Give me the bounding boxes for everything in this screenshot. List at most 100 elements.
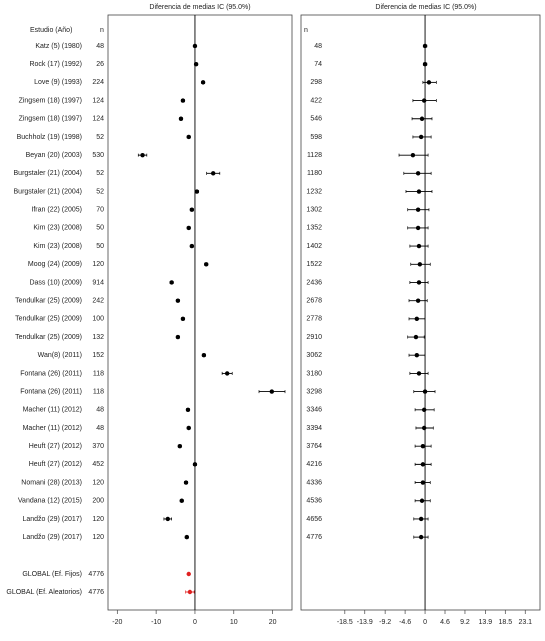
n-label: 1302 xyxy=(306,207,322,214)
x-tick-label: -18.5 xyxy=(337,619,353,626)
n-label: 200 xyxy=(92,498,104,505)
point-estimate xyxy=(418,534,424,540)
x-tick-label: 13.9 xyxy=(479,619,493,626)
n-label: 48 xyxy=(314,43,322,50)
point-estimate xyxy=(416,280,422,285)
study-label: Tendulkar (25) (2009) xyxy=(15,298,82,305)
n-label: 452 xyxy=(92,461,104,468)
point-estimate xyxy=(194,189,200,194)
point-estimate xyxy=(185,407,191,412)
point-estimate xyxy=(415,171,421,176)
point-estimate xyxy=(186,134,191,140)
n-label: 422 xyxy=(310,97,322,104)
study-label: Fontana (26) (2011) xyxy=(20,388,82,395)
point-estimate xyxy=(413,334,419,340)
n-label: 298 xyxy=(310,79,322,86)
study-label: Kim (23) (2008) xyxy=(33,225,82,232)
n-label: 118 xyxy=(93,388,104,395)
panel-frame xyxy=(300,14,541,611)
study-label: GLOBAL (Ef. Aleatorios) xyxy=(6,589,82,596)
x-tick-label: -4.6 xyxy=(399,619,411,626)
n-label: 1402 xyxy=(306,243,322,250)
point-estimate xyxy=(415,298,421,303)
n-label: 2910 xyxy=(306,334,322,341)
point-estimate xyxy=(180,98,186,103)
n-label: 4776 xyxy=(88,589,104,596)
point-estimate xyxy=(416,189,422,194)
point-estimate xyxy=(186,571,191,577)
n-label: 3298 xyxy=(306,388,322,395)
n-label: 1522 xyxy=(306,261,322,268)
n-label: 3180 xyxy=(306,370,322,377)
n-label: 74 xyxy=(314,61,322,68)
study-label: Vandana (12) (2015) xyxy=(18,498,82,505)
x-tick-label: 4.6 xyxy=(440,619,450,626)
n-label: 100 xyxy=(92,316,104,323)
x-tick-label: -10 xyxy=(151,619,161,626)
study-label: Ifran (22) (2005) xyxy=(31,207,82,214)
n-label: 124 xyxy=(92,116,104,123)
n-label: 70 xyxy=(96,207,104,214)
x-tick-label: -13.9 xyxy=(357,619,373,626)
point-estimate xyxy=(178,116,184,121)
point-estimate xyxy=(414,353,420,358)
x-tick-label: 0 xyxy=(423,619,427,626)
n-label: 50 xyxy=(96,243,104,250)
point-estimate xyxy=(165,516,170,522)
x-tick-label: 23.1 xyxy=(518,619,532,626)
n-label: 120 xyxy=(92,534,104,541)
x-tick-label: 18.5 xyxy=(498,619,512,626)
n-label: 50 xyxy=(96,225,104,232)
point-estimate xyxy=(426,80,432,85)
n-label: 1232 xyxy=(306,188,322,195)
study-label: Nomani (28) (2013) xyxy=(21,479,82,486)
n-label: 152 xyxy=(92,352,104,359)
study-label: Tendulkar (25) (2009) xyxy=(15,316,82,323)
x-tick-label: -20 xyxy=(112,619,122,626)
point-estimate xyxy=(200,80,206,85)
point-estimate xyxy=(421,425,427,431)
n-label: 914 xyxy=(92,279,104,286)
n-label: 546 xyxy=(310,116,322,123)
n-label: 120 xyxy=(92,516,104,523)
n-label: 52 xyxy=(96,188,104,195)
point-estimate xyxy=(180,316,186,322)
study-label: Zingsem (18) (1997) xyxy=(19,116,82,123)
x-tick-label: -9.2 xyxy=(379,619,391,626)
n-label: 4336 xyxy=(306,479,322,486)
study-label: Tendulkar (25) (2009) xyxy=(15,334,82,341)
point-estimate xyxy=(422,389,428,394)
n-label: 3764 xyxy=(306,443,322,450)
point-estimate xyxy=(410,152,416,158)
n-label: 48 xyxy=(96,425,104,432)
n-label: 4656 xyxy=(306,516,322,523)
n-header: n xyxy=(304,27,308,34)
point-estimate xyxy=(420,462,426,467)
label-header: Estudio (Año) xyxy=(30,27,72,34)
point-estimate xyxy=(416,243,422,249)
x-tick-label: 9.2 xyxy=(460,619,470,626)
point-estimate xyxy=(422,61,428,67)
n-label: 1128 xyxy=(307,152,322,159)
study-label: Moog (24) (2009) xyxy=(28,261,82,268)
point-estimate xyxy=(140,152,145,158)
point-estimate xyxy=(419,498,425,503)
n-label: 26 xyxy=(96,61,104,68)
n-label: 4536 xyxy=(306,498,322,505)
point-estimate xyxy=(186,225,191,231)
point-estimate xyxy=(210,171,216,176)
point-estimate xyxy=(415,225,421,231)
point-estimate xyxy=(189,207,195,212)
point-estimate xyxy=(269,389,275,394)
point-estimate xyxy=(189,243,195,249)
study-label: Buchholz (19) (1998) xyxy=(17,134,82,141)
n-label: 48 xyxy=(96,43,104,50)
point-estimate xyxy=(192,462,198,467)
point-estimate xyxy=(418,516,424,522)
point-estimate xyxy=(183,480,189,485)
point-estimate xyxy=(421,98,427,103)
panel-title: Diferencia de medias IC (95.0%) xyxy=(375,4,476,11)
study-label: Heuft (27) (2012) xyxy=(29,461,82,468)
n-label: 1352 xyxy=(306,225,322,232)
